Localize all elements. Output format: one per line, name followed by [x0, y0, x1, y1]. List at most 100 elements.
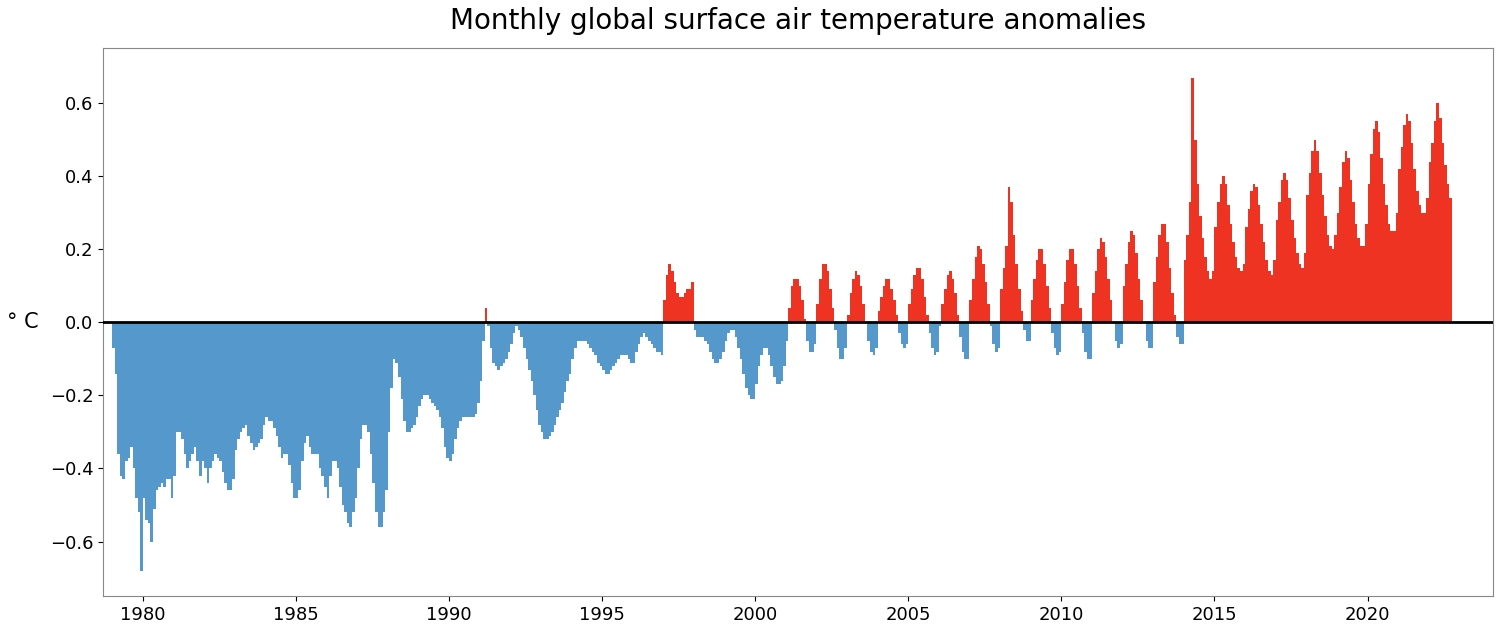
Bar: [192, 322, 194, 454]
Bar: [380, 322, 382, 527]
Bar: [448, 322, 452, 461]
Bar: [226, 322, 230, 490]
Bar: [538, 322, 542, 425]
Bar: [954, 293, 957, 322]
Bar: [386, 322, 388, 490]
Bar: [806, 322, 808, 341]
Bar: [584, 322, 586, 341]
Bar: [728, 322, 729, 333]
Bar: [1395, 213, 1398, 322]
Bar: [678, 297, 681, 322]
Bar: [772, 322, 776, 377]
Bar: [944, 290, 946, 322]
Bar: [1120, 322, 1122, 345]
Bar: [975, 257, 976, 322]
Bar: [801, 300, 804, 322]
Bar: [1019, 290, 1020, 322]
Bar: [1222, 176, 1224, 322]
Bar: [1002, 268, 1005, 322]
Bar: [314, 322, 316, 454]
Bar: [423, 322, 426, 396]
Bar: [993, 322, 994, 345]
Bar: [426, 322, 429, 396]
Bar: [849, 293, 852, 322]
Bar: [1413, 169, 1416, 322]
Bar: [1110, 300, 1113, 322]
Bar: [477, 322, 480, 403]
Bar: [1034, 278, 1036, 322]
Bar: [1424, 213, 1426, 322]
Bar: [1216, 202, 1219, 322]
Bar: [1256, 187, 1258, 322]
Bar: [513, 322, 516, 333]
Bar: [327, 322, 328, 498]
Bar: [790, 286, 794, 322]
Bar: [436, 322, 439, 410]
Bar: [824, 264, 827, 322]
Bar: [916, 268, 918, 322]
Bar: [1166, 242, 1168, 322]
Bar: [1300, 268, 1304, 322]
Bar: [1136, 253, 1138, 322]
Bar: [360, 322, 363, 439]
Bar: [495, 322, 498, 366]
Bar: [1041, 249, 1044, 322]
Bar: [1132, 235, 1136, 322]
Bar: [546, 322, 549, 439]
Bar: [604, 322, 608, 374]
Bar: [1449, 198, 1452, 322]
Bar: [1350, 180, 1352, 322]
Bar: [1442, 143, 1444, 322]
Bar: [1056, 322, 1059, 355]
Bar: [130, 322, 132, 447]
Bar: [332, 322, 334, 461]
Bar: [166, 322, 168, 480]
Bar: [1288, 198, 1292, 322]
Bar: [1311, 151, 1314, 322]
Bar: [542, 322, 543, 432]
Bar: [804, 319, 806, 322]
Bar: [924, 297, 926, 322]
Bar: [636, 322, 638, 351]
Bar: [957, 315, 960, 322]
Bar: [819, 278, 822, 322]
Bar: [1026, 322, 1028, 341]
Bar: [1275, 220, 1278, 322]
Bar: [1304, 253, 1306, 322]
Bar: [1046, 286, 1048, 322]
Bar: [462, 322, 465, 417]
Bar: [285, 322, 288, 454]
Bar: [516, 322, 518, 326]
Bar: [1071, 249, 1074, 322]
Bar: [740, 322, 742, 359]
Bar: [1030, 300, 1033, 322]
Bar: [138, 322, 141, 512]
Bar: [414, 322, 416, 425]
Bar: [867, 322, 870, 341]
Bar: [696, 322, 699, 337]
Bar: [310, 322, 314, 454]
Bar: [627, 322, 630, 359]
Bar: [1088, 322, 1089, 359]
Bar: [291, 322, 294, 483]
Bar: [694, 322, 696, 329]
Bar: [1293, 239, 1296, 322]
Bar: [1342, 162, 1344, 322]
Bar: [1176, 322, 1179, 337]
Bar: [1000, 290, 1002, 322]
Bar: [324, 322, 327, 487]
Bar: [568, 322, 572, 374]
Bar: [484, 308, 488, 322]
Bar: [558, 322, 561, 410]
Bar: [1182, 322, 1184, 345]
Bar: [222, 322, 225, 472]
Bar: [135, 322, 138, 498]
Bar: [411, 322, 414, 428]
Bar: [798, 286, 801, 322]
Bar: [466, 322, 470, 417]
Bar: [182, 322, 183, 439]
Bar: [714, 322, 717, 363]
Bar: [1220, 184, 1222, 322]
Bar: [372, 322, 375, 483]
Bar: [1173, 315, 1176, 322]
